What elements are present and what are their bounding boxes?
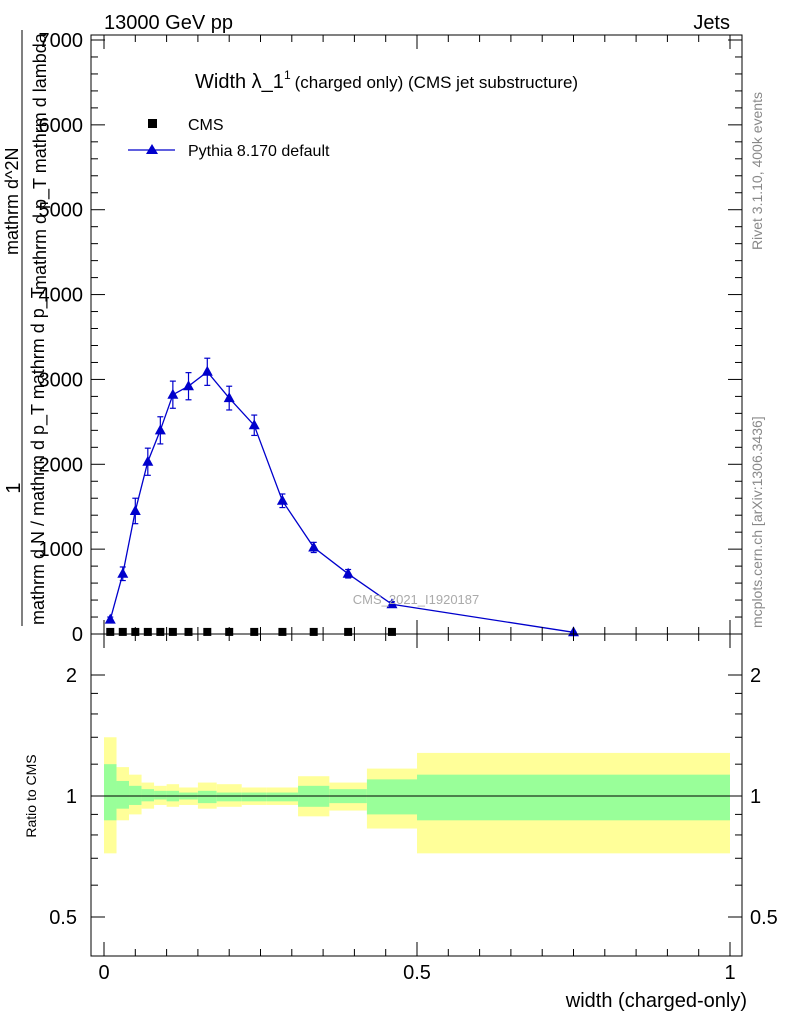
- ratio-band-inner: [116, 780, 130, 809]
- cms-point: [106, 627, 115, 636]
- ratio-band-inner: [216, 792, 242, 802]
- ratio-band-inner: [104, 764, 117, 821]
- ratio-tick-label-right: 2: [750, 665, 761, 687]
- ratio-band-inner: [154, 790, 167, 800]
- mc-point: [117, 567, 129, 578]
- rivet-label: Rivet 3.1.10, 400k events: [749, 92, 765, 250]
- mc-point: [167, 388, 179, 399]
- y-tick-label: 0: [72, 624, 83, 646]
- cms-point: [156, 627, 165, 636]
- mc-point: [276, 494, 288, 505]
- y-label-numerator: mathrm d^2N: [2, 148, 22, 255]
- ratio-tick-label-left: 0.5: [49, 907, 77, 929]
- mc-point: [104, 613, 116, 624]
- plot-title-suffix: (charged only) (CMS jet substructure): [295, 73, 578, 92]
- legend-mc-marker: [146, 144, 158, 154]
- mc-point: [154, 424, 166, 435]
- analysis-watermark: CMS_2021_I1920187: [353, 592, 480, 607]
- y-axis-label: 1 mathrm d N / mathrm d p_T mathrm d p_T…: [2, 30, 51, 626]
- mc-point: [308, 541, 320, 552]
- mc-point: [342, 567, 354, 578]
- legend-cms-marker: [148, 119, 157, 128]
- y-label-numerator-rest: mathrm d p_T mathrm d lambda: [30, 32, 51, 290]
- ratio-tick-label-right: 0.5: [750, 907, 778, 929]
- x-ticks: 0 0.5 1: [98, 35, 736, 984]
- mc-point: [223, 392, 235, 403]
- x-tick-label: 0.5: [403, 962, 431, 984]
- mc-point: [386, 598, 398, 609]
- header-right: Jets: [693, 12, 730, 34]
- cms-point: [387, 627, 396, 636]
- ratio-tick-label-left: 2: [66, 665, 77, 687]
- y-label-denominator: mathrm d N / mathrm d p_T mathrm d p_T: [28, 287, 49, 625]
- ratio-band-inner: [266, 792, 299, 802]
- plot-title: Width λ_11 (charged only) (CMS jet substr…: [195, 68, 578, 93]
- mc-point: [248, 419, 260, 430]
- plot-title-sup: 1: [284, 68, 291, 82]
- y-tick-label: 5000: [39, 200, 84, 222]
- header-left: 13000 GeV pp: [104, 12, 233, 34]
- y-tick-label: 2000: [39, 454, 84, 476]
- mc-series-line: [109, 370, 574, 633]
- cms-point: [168, 627, 177, 636]
- ratio-band-inner: [129, 785, 142, 805]
- x-tick-label: 0: [98, 962, 109, 984]
- cms-point: [118, 627, 127, 636]
- ratio-tick-label-right: 1: [750, 786, 761, 808]
- legend-cms-label: CMS: [188, 117, 224, 134]
- cms-point: [250, 627, 259, 636]
- ratio-band-inner: [141, 789, 155, 802]
- mc-point: [142, 455, 154, 466]
- y-tick-label: 1000: [39, 539, 84, 561]
- cms-point: [278, 627, 287, 636]
- legend-mc-label: Pythia 8.170 default: [188, 143, 330, 160]
- x-axis-label: width (charged-only): [565, 990, 747, 1012]
- y-tick-label: 3000: [39, 369, 84, 391]
- y-tick-label: 7000: [39, 30, 84, 52]
- y-tick-label: 6000: [39, 115, 84, 137]
- cms-point: [143, 627, 152, 636]
- ratio-band-inner: [241, 792, 267, 802]
- ratio-band-inner: [417, 774, 730, 821]
- ratio-bands: [104, 737, 730, 854]
- mcplots-label: mcplots.cern.ch [arXiv:1306.3436]: [749, 416, 765, 628]
- y-label-one: 1: [3, 482, 25, 493]
- plot-title-main: Width λ_1: [195, 71, 284, 93]
- main-ticks: 0 1000 2000 3000 4000 5000 6000 7000: [39, 30, 742, 646]
- main-marks: [104, 357, 579, 637]
- cms-point: [309, 627, 318, 636]
- mc-point: [201, 365, 213, 376]
- cms-point: [184, 627, 193, 636]
- cms-point: [203, 627, 212, 636]
- x-tick-label: 1: [724, 962, 735, 984]
- ratio-tick-label-left: 1: [66, 786, 77, 808]
- ratio-y-label: Ratio to CMS: [23, 754, 39, 837]
- cms-point: [344, 627, 353, 636]
- ratio-band-inner: [197, 790, 217, 804]
- ratio-ticks: 0.5 0.5 1 1 2 2: [49, 665, 778, 929]
- ratio-band-inner: [366, 779, 417, 815]
- mc-point: [129, 504, 141, 515]
- y-tick-label: 4000: [39, 285, 84, 307]
- mc-point: [183, 380, 195, 391]
